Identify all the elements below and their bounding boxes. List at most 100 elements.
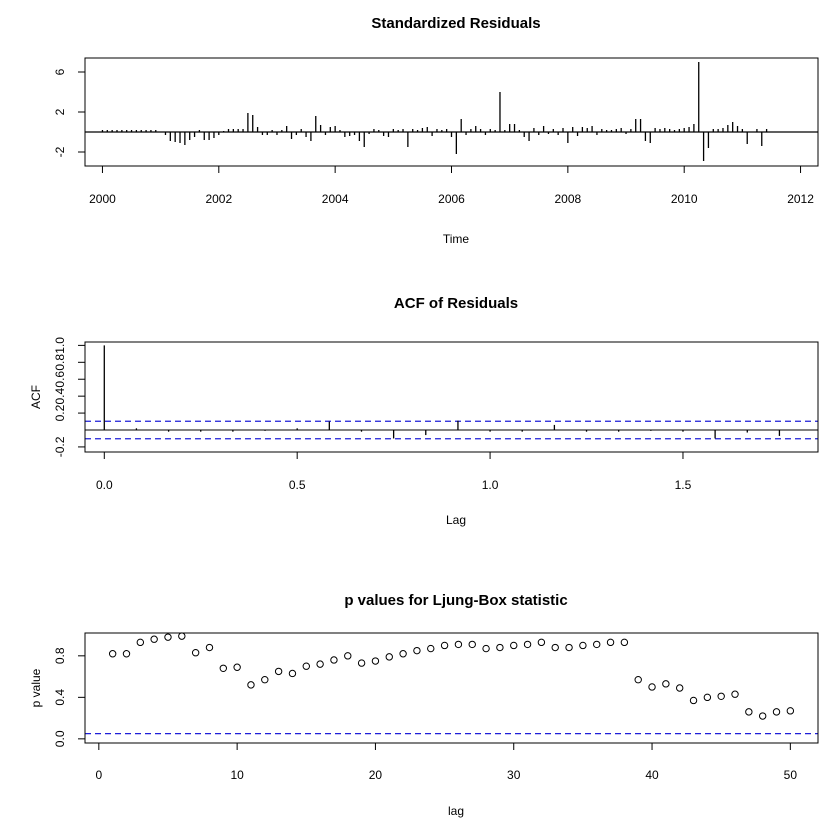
acf-y-tick-label: 0.8	[53, 354, 67, 371]
acf-x-tick-label: 1.0	[482, 478, 499, 492]
ljung-box-title: p values for Ljung-Box statistic	[344, 592, 567, 609]
ljung-box-x-tick-label: 40	[645, 768, 659, 782]
residuals-y-tick-label: 6	[53, 68, 67, 75]
ljung-box-point	[108, 650, 117, 658]
ljung-box-point	[565, 643, 573, 652]
acf-panel: ACF of Residuals Lag ACF 0.0 0.5 1.0 1.5 -0…	[29, 295, 819, 527]
ljung-box-y-tick-label: 0.4	[53, 689, 67, 706]
ljung-box-point	[233, 663, 241, 671]
ljung-box-x-tick-label: 50	[784, 768, 798, 782]
acf-x-tick-label: 0.5	[289, 478, 306, 492]
ljung-box-point	[413, 646, 421, 655]
residuals-x-tick-label: 2010	[671, 192, 698, 206]
ljung-box-point	[440, 641, 449, 650]
ljung-box-point	[261, 675, 269, 684]
residuals-xlabel: Time	[443, 232, 470, 246]
ljung-box-point	[371, 657, 380, 665]
acf-x-axis: 0.0 0.5 1.0 1.5	[96, 452, 692, 492]
ljung-box-point	[274, 667, 283, 676]
ljung-box-point	[593, 640, 601, 649]
acf-y-tick-label: 0.4	[53, 387, 67, 404]
ljung-box-point	[523, 640, 532, 649]
acf-x-tick-label: 1.5	[675, 478, 692, 492]
ljung-box-point	[482, 644, 490, 653]
residuals-x-tick-label: 2006	[438, 192, 465, 206]
residuals-y-tick-label: -2	[53, 146, 67, 157]
residuals-title: Standardized Residuals	[371, 15, 540, 32]
ljung-box-point	[675, 684, 684, 692]
ljung-box-ylabel: p value	[29, 668, 43, 707]
ljung-box-point	[357, 659, 366, 667]
ljung-box-point	[786, 707, 795, 715]
ljung-box-point	[579, 641, 587, 650]
ljung-box-point	[316, 660, 324, 668]
ljung-box-marks	[85, 632, 818, 735]
residuals-x-axis: 2000 2002 2004 2006 2008 2010 2012	[89, 166, 814, 206]
acf-y-tick-label: 0.2	[53, 404, 67, 421]
ljung-box-point	[344, 652, 352, 660]
ljung-box-point	[191, 649, 200, 657]
residuals-x-tick-label: 2002	[205, 192, 232, 206]
ljung-box-point	[662, 680, 670, 688]
ljung-box-point	[745, 708, 753, 716]
ljung-box-point	[703, 693, 712, 702]
ljung-box-point	[606, 638, 615, 647]
ljung-box-x-tick-label: 30	[507, 768, 521, 782]
ljung-box-point	[205, 643, 214, 652]
ljung-box-plot-frame	[84, 632, 819, 744]
ljung-box-point	[164, 633, 172, 641]
ljung-box-point	[537, 638, 546, 647]
residuals-marks	[85, 62, 818, 161]
acf-plot-frame	[84, 341, 819, 453]
ljung-box-panel: p values for Ljung-Box statistic lag p v…	[29, 592, 819, 818]
ljung-box-point	[136, 638, 145, 647]
ljung-box-point	[399, 650, 407, 658]
residuals-y-tick-label: 2	[53, 108, 67, 115]
ljung-box-point	[454, 640, 463, 649]
residuals-plot-frame	[84, 57, 819, 167]
acf-y-axis: -0.2 0.20.40.60.81.0	[53, 337, 85, 457]
ljung-box-point	[122, 650, 131, 658]
acf-xlabel: Lag	[446, 513, 466, 527]
ljung-box-point	[496, 643, 504, 652]
residuals-x-tick-label: 2000	[89, 192, 116, 206]
ljung-box-point	[717, 692, 725, 701]
acf-x-tick-label: 0.0	[96, 478, 113, 492]
ljung-box-x-tick-label: 0	[95, 768, 102, 782]
acf-y-tick-label: 1.0	[53, 337, 67, 354]
ljung-box-point	[620, 638, 629, 647]
ljung-box-x-tick-label: 20	[369, 768, 383, 782]
ljung-box-x-axis: 0 10 20 30 40 50	[95, 743, 797, 782]
ljung-box-point	[288, 669, 297, 678]
ljung-box-point	[551, 643, 559, 652]
residuals-panel: Standardized Residuals Time 2000 2002 2004…	[53, 15, 819, 246]
acf-marks	[85, 345, 818, 440]
ljung-box-point	[330, 656, 338, 664]
ljung-box-y-axis: 0.0 0.4 0.8	[53, 647, 85, 747]
residuals-y-axis: -2 2 6	[53, 68, 85, 157]
ljung-box-point	[634, 675, 642, 684]
ljung-box-point	[758, 712, 767, 720]
ljung-box-point	[385, 653, 393, 661]
ljung-box-point	[468, 640, 476, 649]
ljung-box-point	[731, 690, 739, 698]
residuals-x-tick-label: 2012	[787, 192, 814, 206]
acf-title: ACF of Residuals	[394, 295, 518, 312]
ljung-box-point	[247, 681, 255, 689]
ljung-box-point	[150, 635, 158, 643]
ljung-box-y-tick-label: 0.0	[53, 730, 67, 747]
acf-y-tick-label: -0.2	[53, 436, 67, 457]
ljung-box-point	[427, 644, 435, 653]
ljung-box-y-tick-label: 0.8	[53, 647, 67, 664]
ljung-box-point	[772, 708, 781, 716]
ljung-box-point	[648, 683, 656, 691]
ljung-box-point	[219, 664, 228, 672]
residuals-x-tick-label: 2004	[322, 192, 349, 206]
ljung-box-point	[689, 696, 698, 705]
ljung-box-x-tick-label: 10	[230, 768, 244, 782]
ljung-box-point	[178, 632, 186, 640]
acf-ylabel: ACF	[29, 385, 43, 409]
ljung-box-point	[510, 641, 518, 650]
acf-y-tick-label: 0.6	[53, 371, 67, 388]
